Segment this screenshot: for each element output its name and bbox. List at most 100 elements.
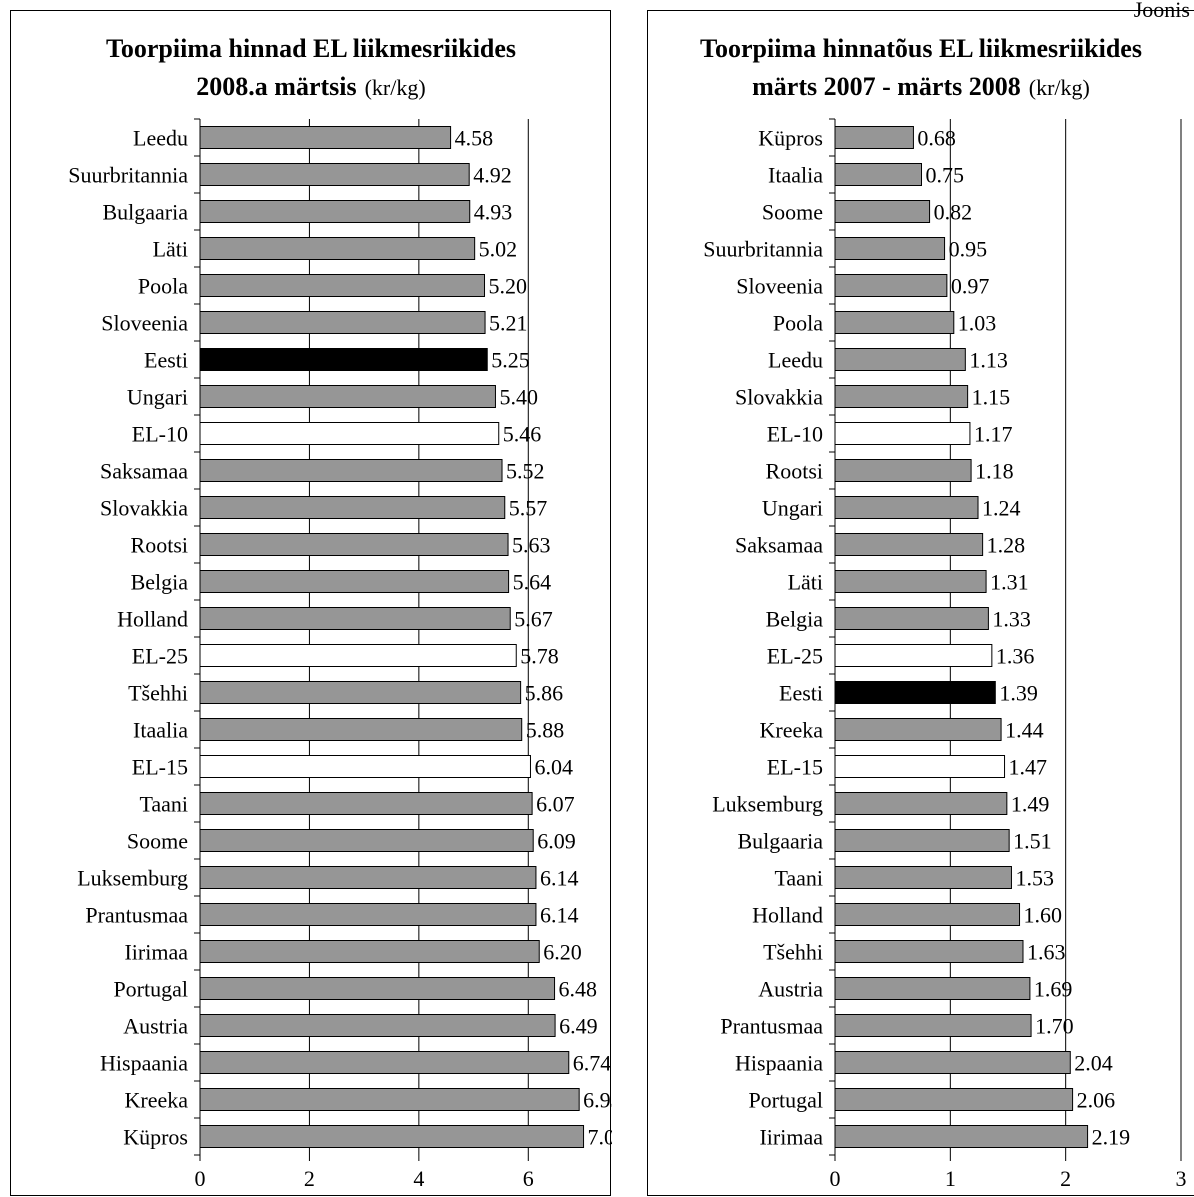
value-label: 6.09	[537, 829, 576, 854]
value-label: 5.52	[506, 459, 544, 484]
value-label: 0.75	[926, 163, 965, 188]
x-tick-label: 2	[304, 1166, 315, 1191]
value-label: 0.82	[934, 200, 973, 225]
category-label: EL-10	[132, 422, 188, 447]
value-label: 1.31	[990, 570, 1029, 595]
value-label: 1.53	[1015, 866, 1054, 891]
category-label: Bulgaaria	[102, 200, 188, 225]
bar	[834, 829, 1010, 852]
value-label: 6.93	[583, 1088, 612, 1113]
value-label: 5.20	[489, 274, 528, 299]
chart-title-period: 2008.a märtsis	[196, 72, 356, 101]
bar	[199, 940, 540, 963]
bar	[199, 422, 500, 445]
bar	[834, 385, 969, 408]
chart-panel-increase: Joonis Toorpiima hinnatõus EL liikmesrii…	[647, 0, 1194, 1196]
value-label: 6.20	[543, 940, 582, 965]
category-label: Suurbritannia	[68, 163, 188, 188]
value-label: 6.14	[540, 866, 579, 891]
value-label: 0.97	[951, 274, 990, 299]
category-label: Leedu	[768, 348, 823, 373]
figure-label: Joonis	[1133, 0, 1190, 22]
value-label: 7.01	[588, 1125, 612, 1150]
category-label: Kreeka	[759, 718, 823, 743]
bar	[199, 274, 486, 297]
chart-title-unit: (kr/kg)	[365, 75, 426, 100]
category-label: Poola	[773, 311, 823, 336]
value-label: 1.44	[1005, 718, 1044, 743]
category-label: Bulgaaria	[737, 829, 823, 854]
value-label: 5.57	[509, 496, 547, 521]
category-label: Taani	[139, 792, 188, 817]
value-label: 4.92	[473, 163, 512, 188]
bar	[834, 792, 1008, 815]
category-label: Prantusmaa	[85, 903, 188, 928]
bar	[199, 792, 533, 815]
bar	[199, 607, 511, 630]
value-label: 6.07	[536, 792, 575, 817]
value-label: 2.19	[1092, 1125, 1131, 1150]
bar	[199, 459, 503, 482]
value-label: 1.33	[992, 607, 1031, 632]
category-label: Ungari	[762, 496, 823, 521]
value-label: 0.68	[917, 126, 956, 151]
bar-chart-increase: Toorpiima hinnatõus EL liikmesriikides m…	[700, 34, 1187, 1191]
bar	[834, 1014, 1032, 1037]
category-label: Poola	[138, 274, 188, 299]
x-tick-label: 3	[1176, 1166, 1187, 1191]
bar-chart-prices: Toorpiima hinnad EL liikmesriikides 2008…	[68, 34, 612, 1191]
value-label: 2.04	[1074, 1051, 1113, 1076]
bar	[199, 829, 534, 852]
category-label: EL-15	[132, 755, 188, 780]
value-label: 1.39	[999, 681, 1038, 706]
value-label: 6.04	[534, 755, 573, 780]
bar	[834, 1051, 1071, 1074]
category-label: Iirimaa	[124, 940, 188, 965]
value-label: 5.02	[479, 237, 518, 262]
x-tick-label: 0	[195, 1166, 206, 1191]
bar	[834, 200, 931, 223]
category-label: Tšehhi	[128, 681, 188, 706]
value-label: 6.49	[559, 1014, 598, 1039]
value-label: 5.64	[513, 570, 552, 595]
category-label: EL-15	[767, 755, 823, 780]
value-label: 5.25	[491, 348, 530, 373]
chart-panel-prices: Toorpiima hinnad EL liikmesriikides 2008…	[10, 10, 612, 1196]
bar	[199, 385, 496, 408]
chart-title-unit: (kr/kg)	[1029, 75, 1090, 100]
bar	[834, 1125, 1089, 1148]
category-label: Holland	[117, 607, 188, 632]
value-label: 1.15	[972, 385, 1011, 410]
plot-area: 0 2 4 6 Leedu 4.58 Suurbritannia 4.92 Bulgaaria 4…	[68, 118, 612, 1191]
category-label: Rootsi	[131, 533, 188, 558]
value-label: 5.67	[514, 607, 553, 632]
bar	[199, 1014, 556, 1037]
value-label: 1.60	[1024, 903, 1063, 928]
category-label: EL-25	[132, 644, 188, 669]
chart-title-line1: Toorpiima hinnatõus EL liikmesriikides	[700, 34, 1142, 63]
bar	[199, 1125, 585, 1148]
value-label: 1.51	[1013, 829, 1052, 854]
value-label: 5.88	[526, 718, 565, 743]
value-label: 5.78	[520, 644, 559, 669]
category-label: Itaalia	[133, 718, 188, 743]
bar	[834, 311, 955, 334]
category-label: Küpros	[123, 1125, 188, 1150]
category-label: Slovakkia	[735, 385, 823, 410]
category-label: Taani	[774, 866, 823, 891]
bar	[834, 718, 1002, 741]
value-label: 1.47	[1009, 755, 1048, 780]
bar	[834, 681, 996, 704]
category-label: Belgia	[131, 570, 189, 595]
value-label: 6.14	[540, 903, 579, 928]
bar	[834, 274, 948, 297]
category-label: Läti	[153, 237, 188, 262]
bar	[834, 163, 922, 186]
value-label: 5.40	[499, 385, 538, 410]
value-label: 6.48	[559, 977, 598, 1002]
x-tick-label: 1	[945, 1166, 956, 1191]
value-label: 2.06	[1077, 1088, 1116, 1113]
category-label: EL-25	[767, 644, 823, 669]
category-label: Austria	[123, 1014, 188, 1039]
bar	[834, 459, 972, 482]
